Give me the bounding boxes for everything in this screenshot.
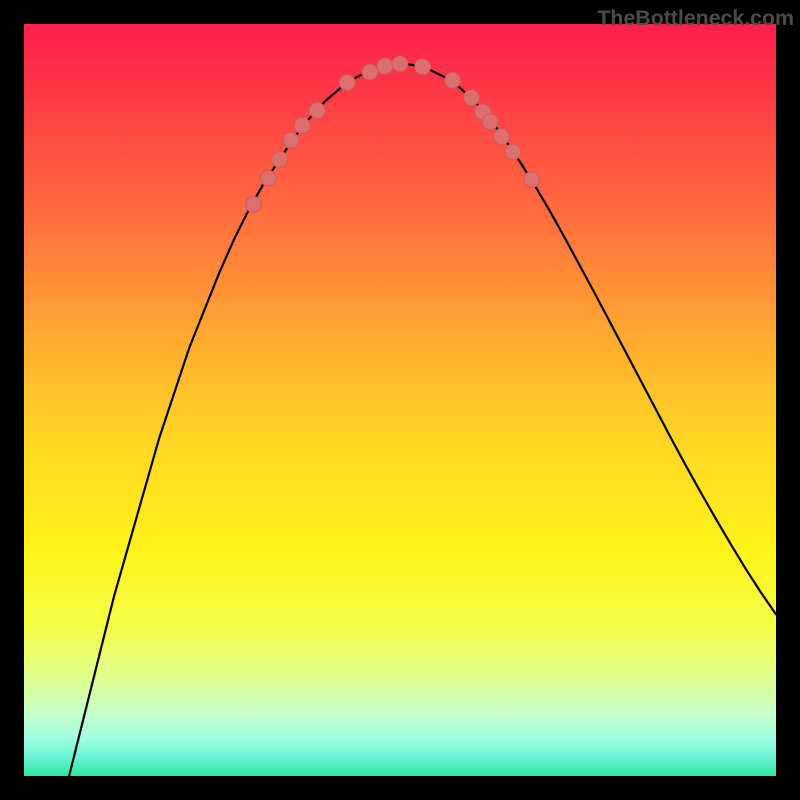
data-marker [245, 196, 261, 212]
data-marker [505, 144, 521, 160]
data-marker [415, 59, 431, 75]
chart-frame: TheBottleneck.com [0, 0, 800, 800]
data-marker [272, 151, 288, 167]
data-marker [339, 75, 355, 91]
source-watermark: TheBottleneck.com [597, 6, 794, 31]
data-marker [482, 114, 498, 130]
data-marker [524, 172, 540, 188]
data-marker [294, 118, 310, 134]
data-marker [392, 56, 408, 72]
data-marker [309, 102, 325, 118]
data-marker [494, 129, 510, 145]
data-marker [260, 170, 276, 186]
plot-background-gradient [24, 24, 776, 776]
data-marker [445, 72, 461, 88]
plot-area [24, 24, 776, 776]
data-marker [283, 133, 299, 149]
data-marker [362, 64, 378, 80]
data-marker [377, 58, 393, 74]
data-marker [463, 90, 479, 106]
